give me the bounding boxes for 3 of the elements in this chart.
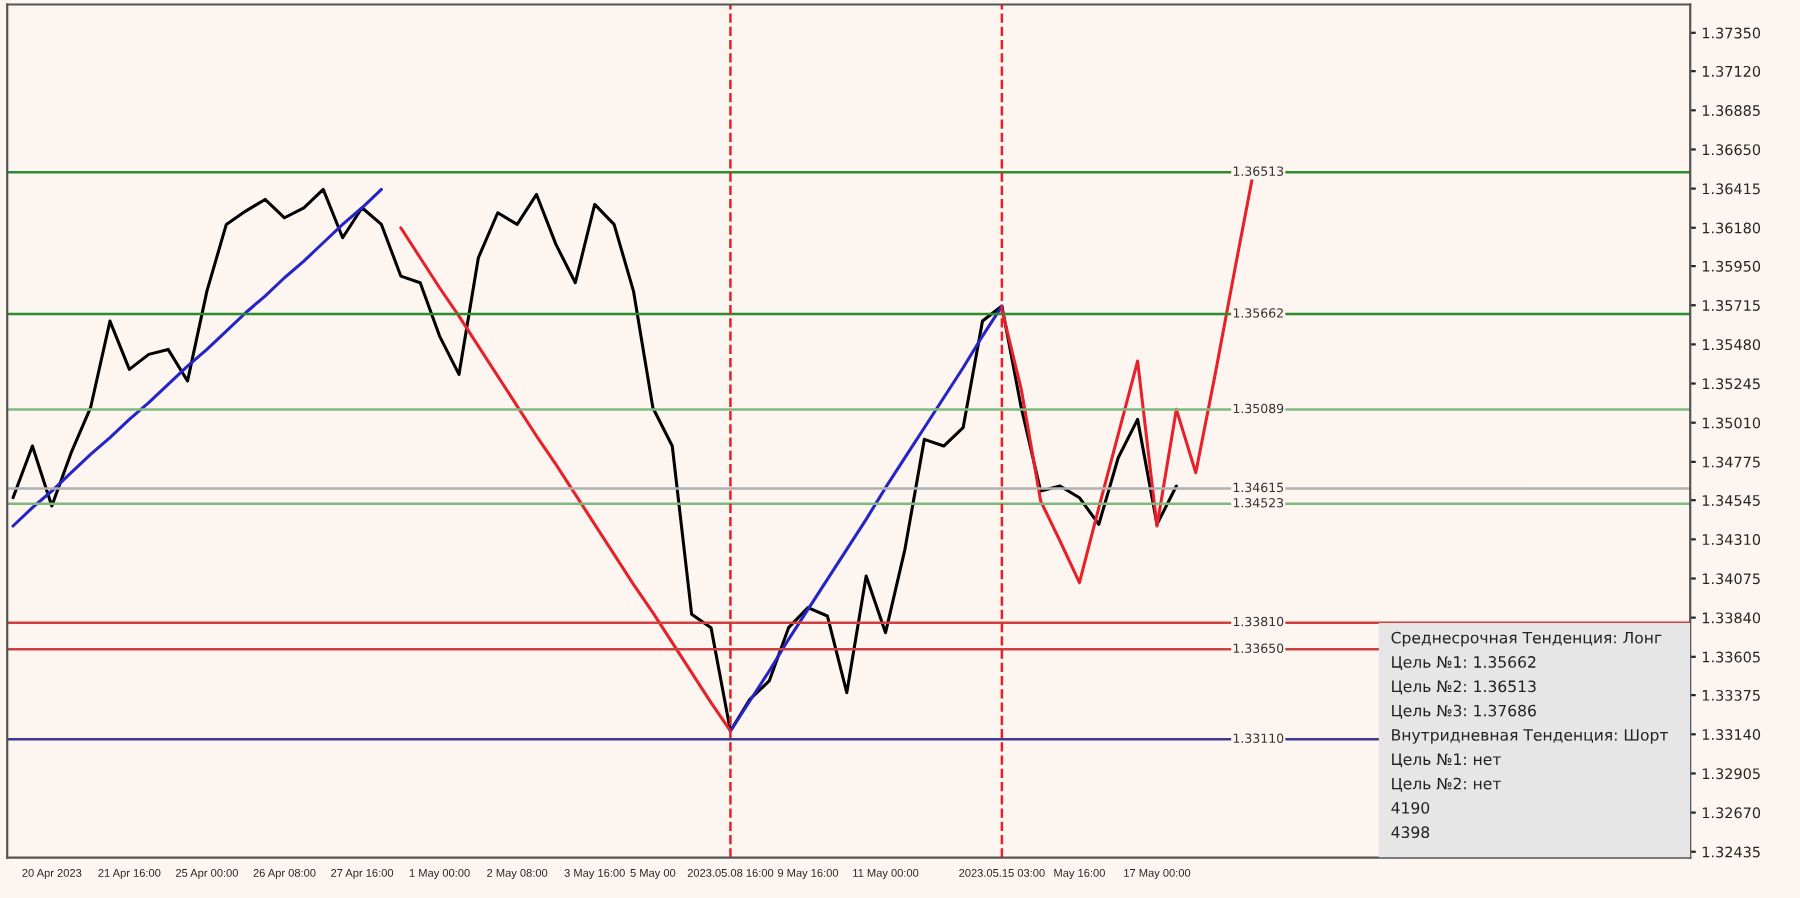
- line-series: [728, 304, 1004, 733]
- line-series: [11, 187, 1178, 733]
- line-series: [11, 187, 383, 528]
